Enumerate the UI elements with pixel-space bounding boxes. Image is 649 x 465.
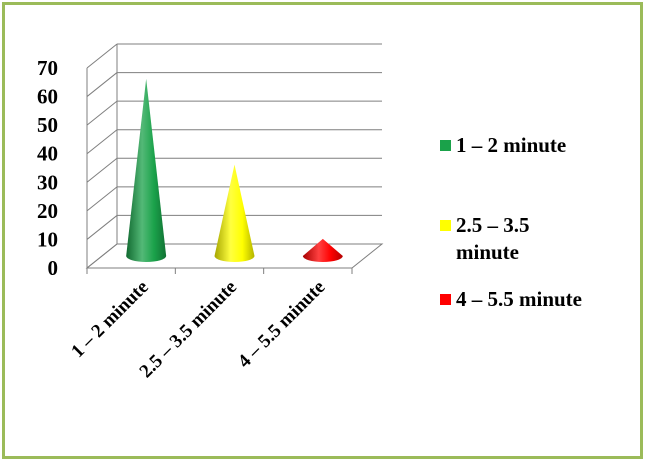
y-tick-label: 0 bbox=[48, 256, 59, 280]
y-tick-label: 30 bbox=[37, 170, 58, 194]
legend-label: 2.5 – 3.5 minute bbox=[456, 213, 530, 264]
cone-bar bbox=[126, 78, 167, 262]
depth-line bbox=[86, 129, 118, 155]
depth-line bbox=[86, 72, 118, 97]
legend-label: 1 – 2 minute bbox=[456, 133, 566, 157]
legend-swatch bbox=[440, 220, 451, 231]
depth-line bbox=[86, 157, 118, 183]
cone-bar bbox=[214, 164, 255, 262]
depth-line bbox=[86, 186, 118, 212]
chart-frame bbox=[2, 2, 643, 459]
y-tick-label: 70 bbox=[37, 56, 58, 80]
y-tick-label: 20 bbox=[37, 199, 58, 223]
legend-swatch bbox=[440, 294, 451, 305]
legend-label: 4 – 5.5 minute bbox=[456, 287, 582, 311]
y-tick-label: 60 bbox=[37, 85, 58, 109]
legend-swatch bbox=[440, 140, 451, 151]
x-tick-label: 4 – 5.5 minute bbox=[234, 277, 329, 372]
depth-line bbox=[86, 100, 118, 126]
y-tick-label: 50 bbox=[37, 113, 58, 137]
depth-line bbox=[86, 215, 118, 240]
x-tick-label: 1 – 2 minute bbox=[67, 277, 152, 362]
y-tick-label: 40 bbox=[37, 142, 58, 166]
y-tick-label: 10 bbox=[37, 227, 58, 251]
cone-bar bbox=[302, 238, 343, 262]
depth-line bbox=[86, 43, 118, 69]
